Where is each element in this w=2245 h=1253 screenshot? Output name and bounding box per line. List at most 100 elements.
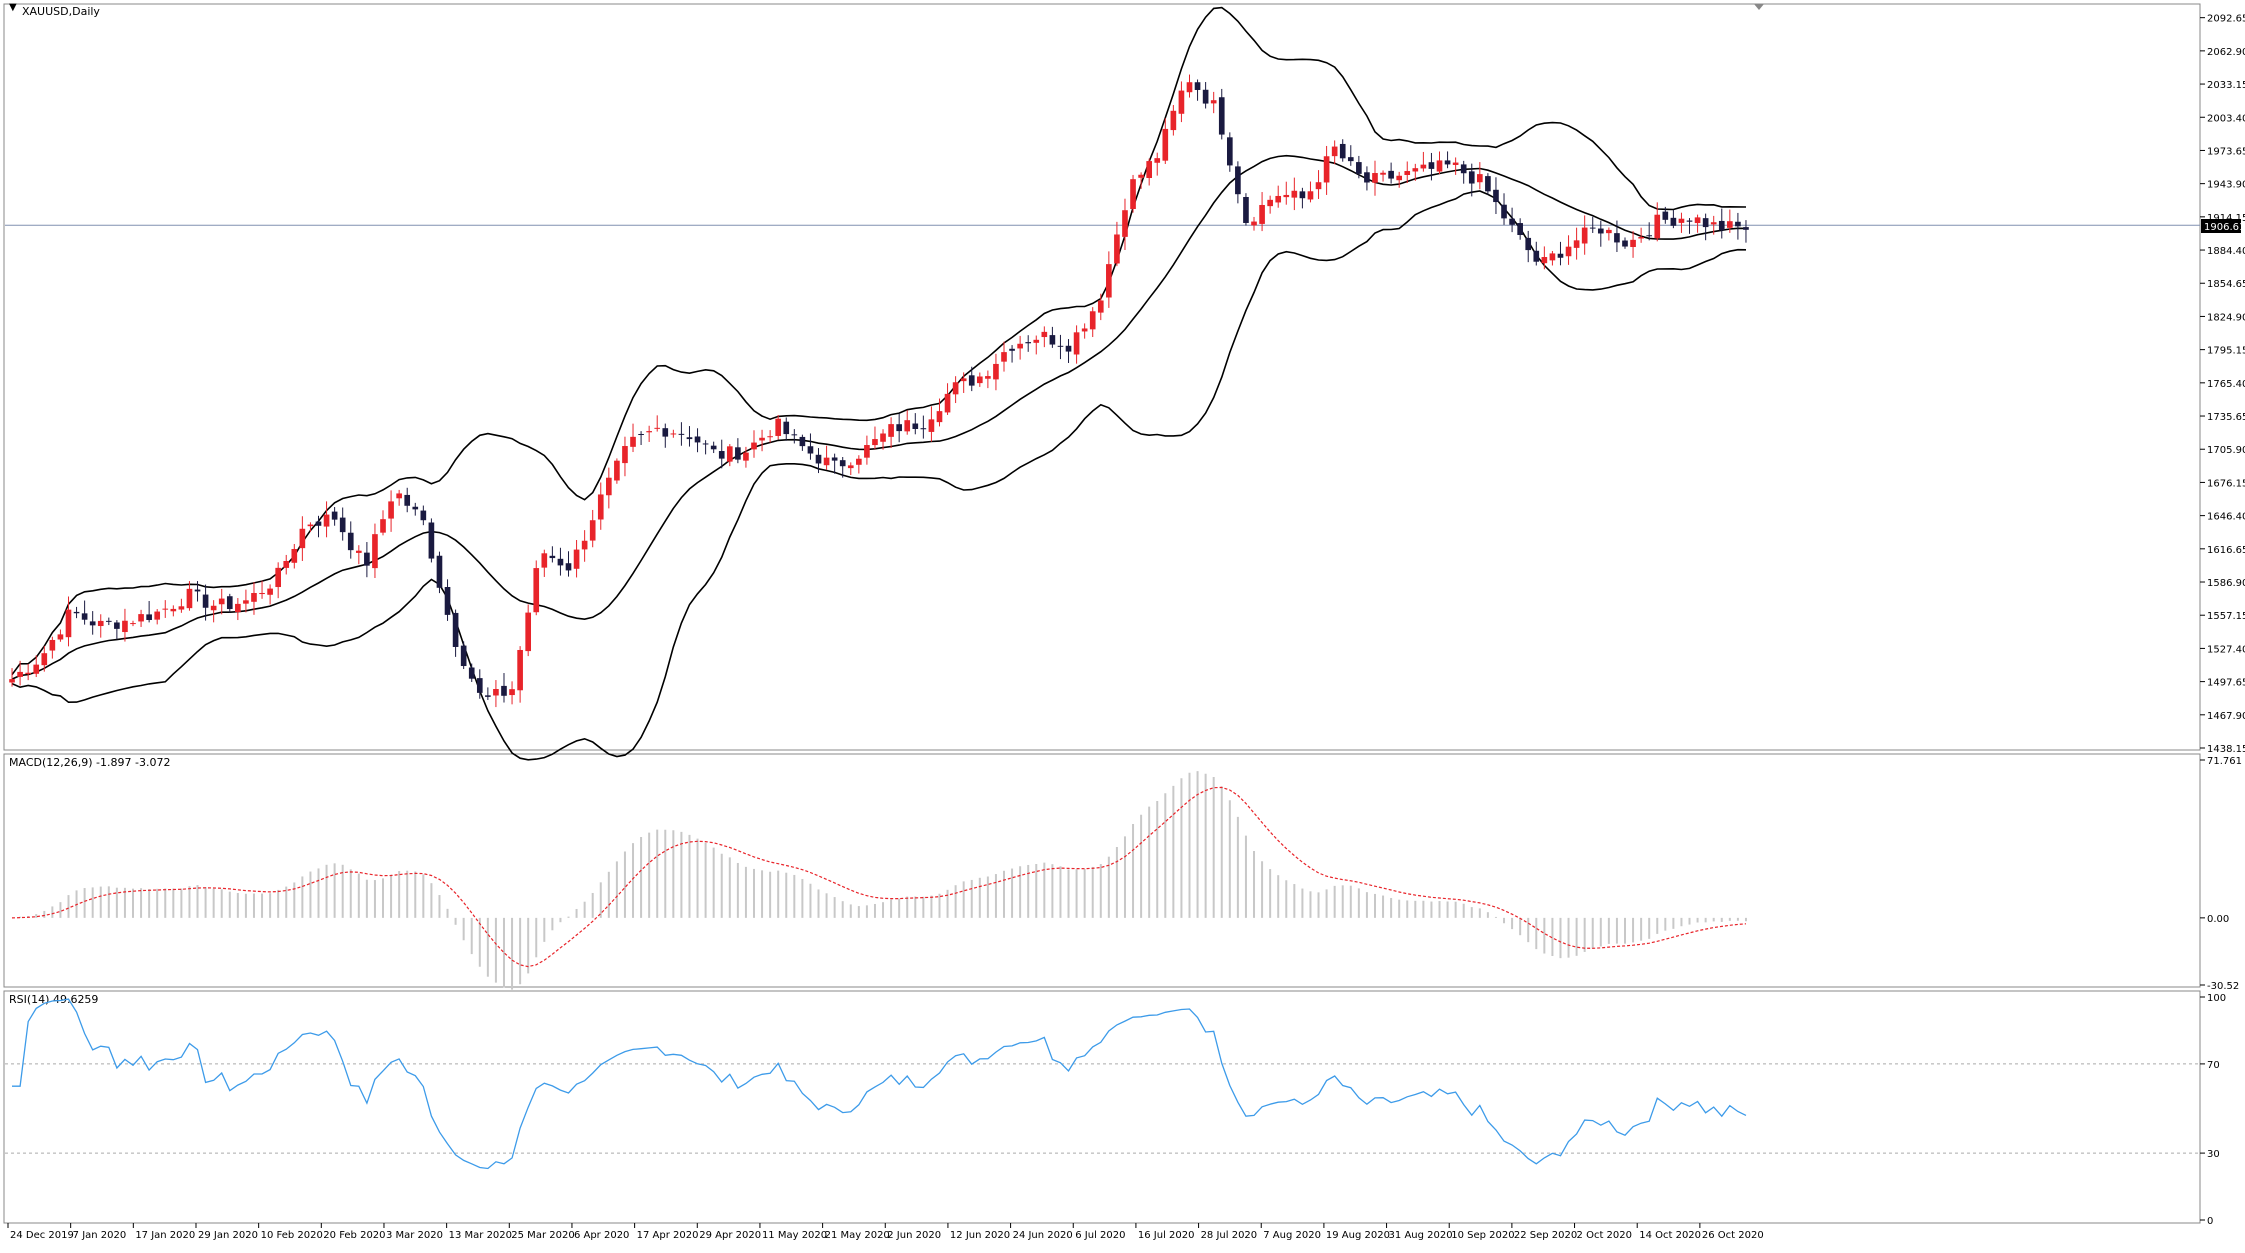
candle-body: [1686, 220, 1693, 222]
candle: [1589, 216, 1596, 233]
candle: [1299, 187, 1306, 209]
candle-body: [1057, 345, 1064, 347]
candle-body: [533, 568, 540, 613]
candle: [1267, 195, 1273, 214]
candle-body: [202, 594, 209, 608]
candle-body: [1565, 246, 1572, 257]
price-tick-label: 1795.15: [2207, 346, 2245, 357]
candle: [549, 546, 556, 563]
candle-body: [1307, 191, 1314, 200]
rsi-tick-label: 100: [2207, 993, 2226, 1004]
candle-body: [1226, 137, 1233, 166]
candle: [1517, 218, 1523, 240]
pane-collapse-icon[interactable]: ▼: [9, 2, 17, 13]
candle: [1477, 162, 1483, 190]
candle: [936, 398, 943, 427]
candle: [573, 540, 580, 578]
candle: [186, 581, 193, 611]
candle: [1646, 222, 1653, 241]
candle: [1565, 235, 1572, 265]
shift-marker-icon[interactable]: [1754, 4, 1764, 10]
candle-body: [25, 672, 31, 675]
candle: [1259, 192, 1265, 232]
time-tick-label: 3 Mar 2020: [386, 1230, 443, 1241]
candle-body: [1525, 237, 1532, 251]
candle-body: [952, 382, 959, 395]
candle: [1678, 212, 1685, 233]
candle: [1114, 221, 1120, 267]
candle-body: [864, 445, 870, 458]
price-pane: [3, 3, 2201, 751]
candle-body: [307, 524, 314, 527]
candle: [1243, 193, 1249, 226]
candle-body: [65, 609, 72, 638]
time-tick-label: 20 Feb 2020: [323, 1230, 385, 1241]
candle-body: [743, 452, 749, 461]
bollinger-middle-line: [11, 154, 1747, 680]
candle: [468, 663, 475, 682]
candle-body: [1356, 162, 1362, 174]
price-tick-label: 1646.40: [2207, 512, 2245, 523]
candle: [1146, 158, 1152, 186]
candle-body: [517, 649, 523, 691]
time-tick-label: 29 Jan 2020: [198, 1230, 258, 1241]
candle: [202, 584, 209, 621]
price-tick-label: 1854.65: [2207, 279, 2245, 290]
candle-body: [1130, 179, 1136, 209]
candle: [993, 353, 999, 391]
candle-body: [1347, 157, 1354, 162]
candle-body: [243, 600, 249, 604]
candle-body: [275, 567, 281, 588]
price-tick-label: 1438.15: [2207, 744, 2245, 755]
candle-body: [1323, 156, 1330, 183]
candle-body: [130, 623, 136, 625]
candle-body: [1404, 171, 1411, 175]
candle: [364, 542, 370, 578]
candle-body: [638, 434, 644, 436]
candle: [1460, 160, 1467, 184]
candle: [928, 406, 935, 442]
candle: [896, 413, 902, 443]
candle: [606, 467, 612, 509]
rsi-pane: [3, 990, 2201, 1224]
candle: [1549, 250, 1556, 266]
rsi-tick-label: 0: [2207, 1216, 2213, 1227]
candle-body: [993, 363, 999, 380]
candle-body: [1517, 223, 1523, 235]
candle: [291, 543, 298, 569]
candle: [1630, 231, 1636, 258]
candle: [460, 641, 467, 670]
candle: [856, 455, 862, 474]
candle: [541, 549, 548, 577]
price-axis: 2092.65 2062.90 2033.15 2003.40 1973.65 1943.…: [2200, 14, 2245, 1227]
time-tick-label: 11 May 2020: [762, 1230, 827, 1241]
candle: [1686, 218, 1693, 234]
candle-body: [259, 592, 265, 595]
candle-body: [1549, 253, 1556, 261]
candle: [138, 609, 144, 627]
rsi-line: [12, 998, 1747, 1170]
candle-body: [1460, 164, 1467, 174]
time-tick-label: 7 Jan 2020: [73, 1230, 127, 1241]
candle-body: [1678, 218, 1685, 223]
time-tick-label: 22 Sep 2020: [1514, 1230, 1577, 1241]
candle-body: [73, 611, 80, 614]
candle-body: [1315, 182, 1322, 190]
candle-body: [1210, 100, 1217, 104]
candle-body: [1218, 97, 1225, 135]
candle-body: [1388, 170, 1394, 179]
candle-body: [920, 428, 927, 430]
candle: [718, 439, 725, 469]
time-tick-label: 28 Jul 2020: [1201, 1230, 1258, 1241]
macd-tick-label: 71.761: [2207, 756, 2242, 767]
candle-body: [1485, 176, 1491, 192]
candle-body: [1694, 217, 1701, 224]
candle: [767, 430, 773, 443]
candle-body: [622, 446, 628, 464]
time-tick-label: 29 Apr 2020: [699, 1230, 761, 1241]
candle: [1178, 81, 1185, 123]
candle-body: [573, 549, 580, 569]
candle: [372, 523, 378, 579]
candle: [1597, 220, 1604, 247]
candle: [1251, 216, 1257, 231]
